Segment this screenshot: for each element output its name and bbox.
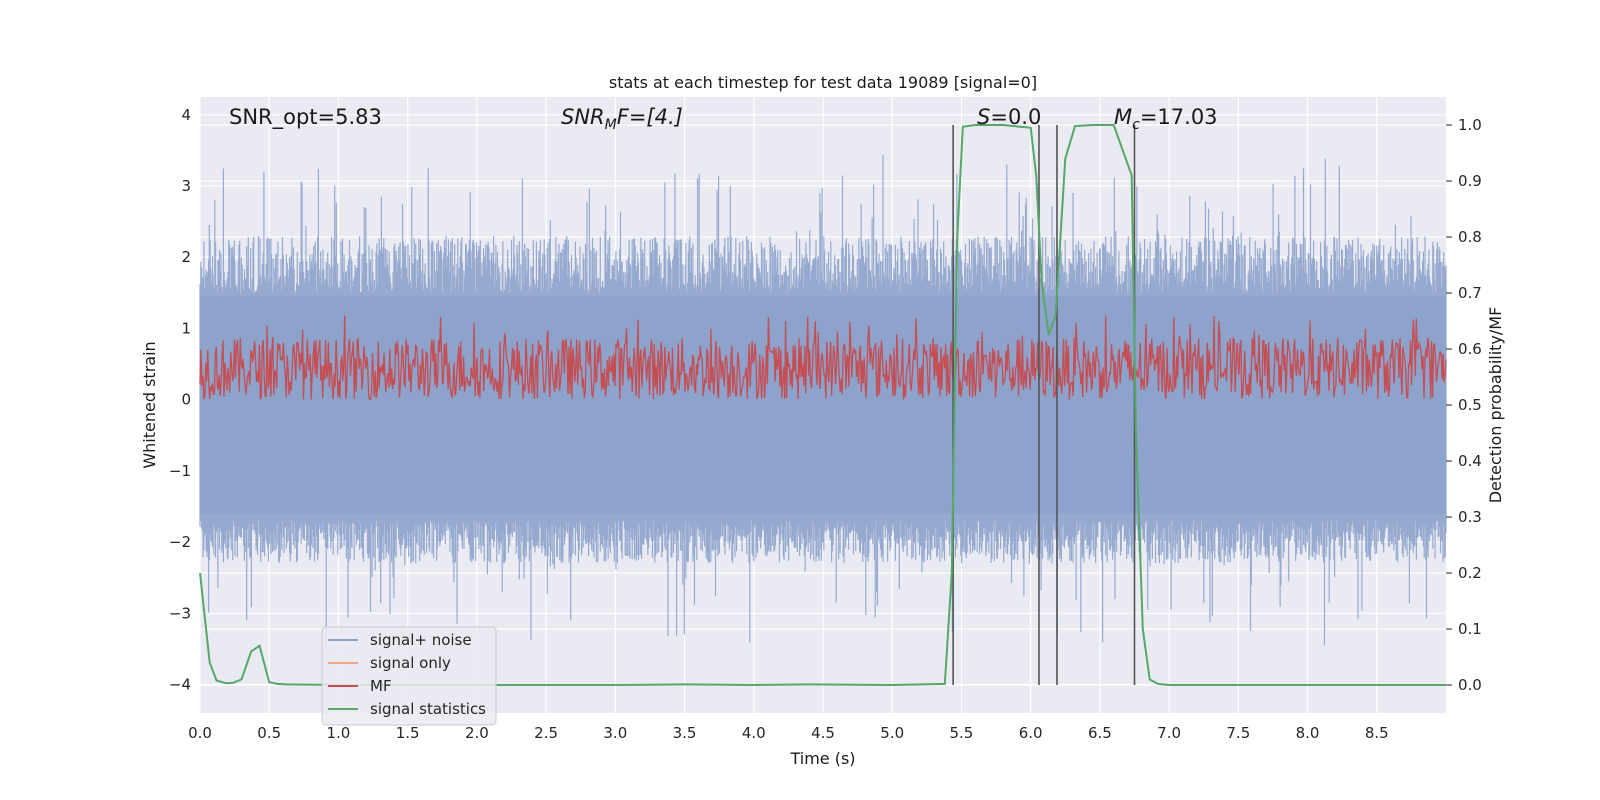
y-tick-label-left-3: 1 [181,319,191,337]
x-tick-label-5: 2.5 [534,724,558,742]
y-axis-label-right: Detection probability/MF [1486,307,1505,504]
y-tick-label-left-5: −1 [169,462,191,480]
y-tick-label-right-5: 0.5 [1458,396,1482,414]
x-tick-label-14: 7.0 [1157,724,1181,742]
x-tick-label-15: 7.5 [1226,724,1250,742]
series-mf [199,315,1447,401]
x-tick-label-6: 3.0 [603,724,627,742]
x-tick-label-0: 0.0 [188,724,212,742]
x-tick-label-1: 0.5 [257,724,281,742]
y-tick-label-right-9: 0.1 [1458,620,1482,638]
x-tick-label-11: 5.5 [950,724,974,742]
x-tick-label-7: 3.5 [673,724,697,742]
y-tick-labels-left: 4 3 2 1 0 −1 −2 −3 −4 [169,106,191,694]
legend-label-signal-statistics: signal statistics [370,700,486,718]
series-signal-statistics [199,124,1446,687]
annotation-snr-opt: SNR_opt=5.83 [229,105,382,130]
x-tick-label-10: 5.0 [880,724,904,742]
x-tick-label-3: 1.5 [396,724,420,742]
noise-series-layer [199,154,1447,647]
series-signal-noise-core [200,296,1446,514]
y-tick-labels-right: 1.0 0.9 0.8 0.7 0.6 0.5 0.4 0.3 0.2 0.1 0.0 [1446,116,1482,694]
y-tick-label-left-0: 4 [181,106,191,124]
x-tick-label-12: 6.0 [1019,724,1043,742]
annotation-snr-mf: SNRMF=[4.] [561,105,683,133]
annotation-s: S=0.0 [977,105,1041,129]
y-tick-label-left-1: 3 [181,177,191,195]
legend-label-signal-only: signal only [370,654,451,672]
y-tick-label-right-7: 0.3 [1458,508,1482,526]
x-tick-label-8: 4.0 [742,724,766,742]
chart-title: stats at each timestep for test data 190… [609,73,1037,92]
y-tick-label-right-6: 0.4 [1458,452,1482,470]
x-tick-label-16: 8.0 [1296,724,1320,742]
y-tick-label-right-3: 0.7 [1458,284,1482,302]
x-tick-label-9: 4.5 [811,724,835,742]
y-tick-label-left-8: −4 [169,676,191,694]
signal-statistics-layer [199,124,1446,687]
x-tick-label-13: 6.5 [1088,724,1112,742]
y-tick-label-right-1: 0.9 [1458,172,1482,190]
x-tick-label-2: 1.0 [327,724,351,742]
legend: signal+ noise signal only MF signal stat… [321,626,497,726]
x-axis-label: Time (s) [789,749,855,768]
y-tick-label-left-2: 2 [181,248,191,266]
x-tick-label-4: 2.0 [465,724,489,742]
y-tick-label-right-4: 0.6 [1458,340,1482,358]
y-tick-label-left-4: 0 [181,391,191,409]
mf-series-layer [199,315,1447,401]
x-tick-labels: 0.0 0.5 1.0 1.5 2.0 2.5 3.0 3.5 4.0 4.5 5.0 5.5 6.0 6… [188,724,1389,742]
y-axis-label-left: Whitened strain [140,341,159,468]
y-tick-label-left-6: −2 [169,533,191,551]
legend-label-mf: MF [370,677,392,695]
y-tick-label-left-7: −3 [169,604,191,622]
y-tick-label-right-2: 0.8 [1458,228,1482,246]
y-tick-label-right-10: 0.0 [1458,676,1482,694]
y-tick-label-right-0: 1.0 [1458,116,1482,134]
x-tick-label-17: 8.5 [1365,724,1389,742]
y-tick-label-right-8: 0.2 [1458,564,1482,582]
legend-label-signal-noise: signal+ noise [370,631,472,649]
annotation-mc: Mc=17.03 [1114,105,1218,133]
legend-box [321,626,497,726]
